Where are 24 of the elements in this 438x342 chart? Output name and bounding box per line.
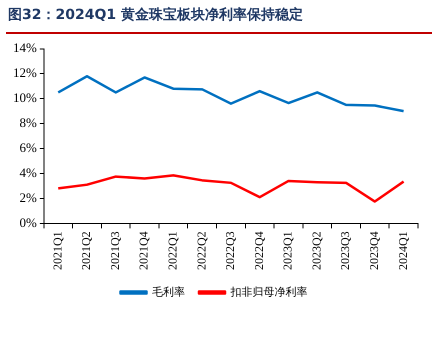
y-tick-label: 10% [12, 90, 37, 106]
legend-label: 毛利率 [152, 285, 185, 298]
x-tick-label: 2022Q3 [223, 231, 238, 270]
y-tick-label: 0% [19, 214, 37, 230]
y-tick-label: 4% [19, 164, 37, 180]
x-tick-label: 2022Q2 [194, 231, 208, 270]
y-tick-label: 12% [12, 65, 37, 80]
x-tick-label: 2021Q2 [79, 231, 94, 270]
x-tick-label: 2022Q4 [252, 231, 266, 270]
chart-title: 图32：2024Q1 黄金珠宝板块净利率保持稳定 [8, 6, 303, 24]
legend-label: 扣非归母净利率 [230, 285, 308, 298]
x-tick-label: 2023Q4 [366, 231, 381, 270]
x-tick-label: 2023Q1 [280, 231, 295, 270]
x-tick-label: 2021Q4 [136, 231, 151, 270]
x-tick-label: 2023Q2 [309, 231, 324, 270]
x-tick-label: 2024Q1 [396, 231, 410, 270]
x-tick-label: 2023Q3 [338, 231, 352, 270]
x-tick-label: 2022Q1 [166, 231, 180, 270]
y-tick-label: 6% [19, 140, 37, 155]
y-tick-label: 2% [19, 190, 37, 205]
y-tick-label: 8% [19, 115, 37, 130]
y-tick-label: 14% [12, 40, 37, 56]
x-tick-label: 2021Q3 [108, 231, 122, 270]
x-tick-label: 2021Q1 [50, 231, 64, 270]
